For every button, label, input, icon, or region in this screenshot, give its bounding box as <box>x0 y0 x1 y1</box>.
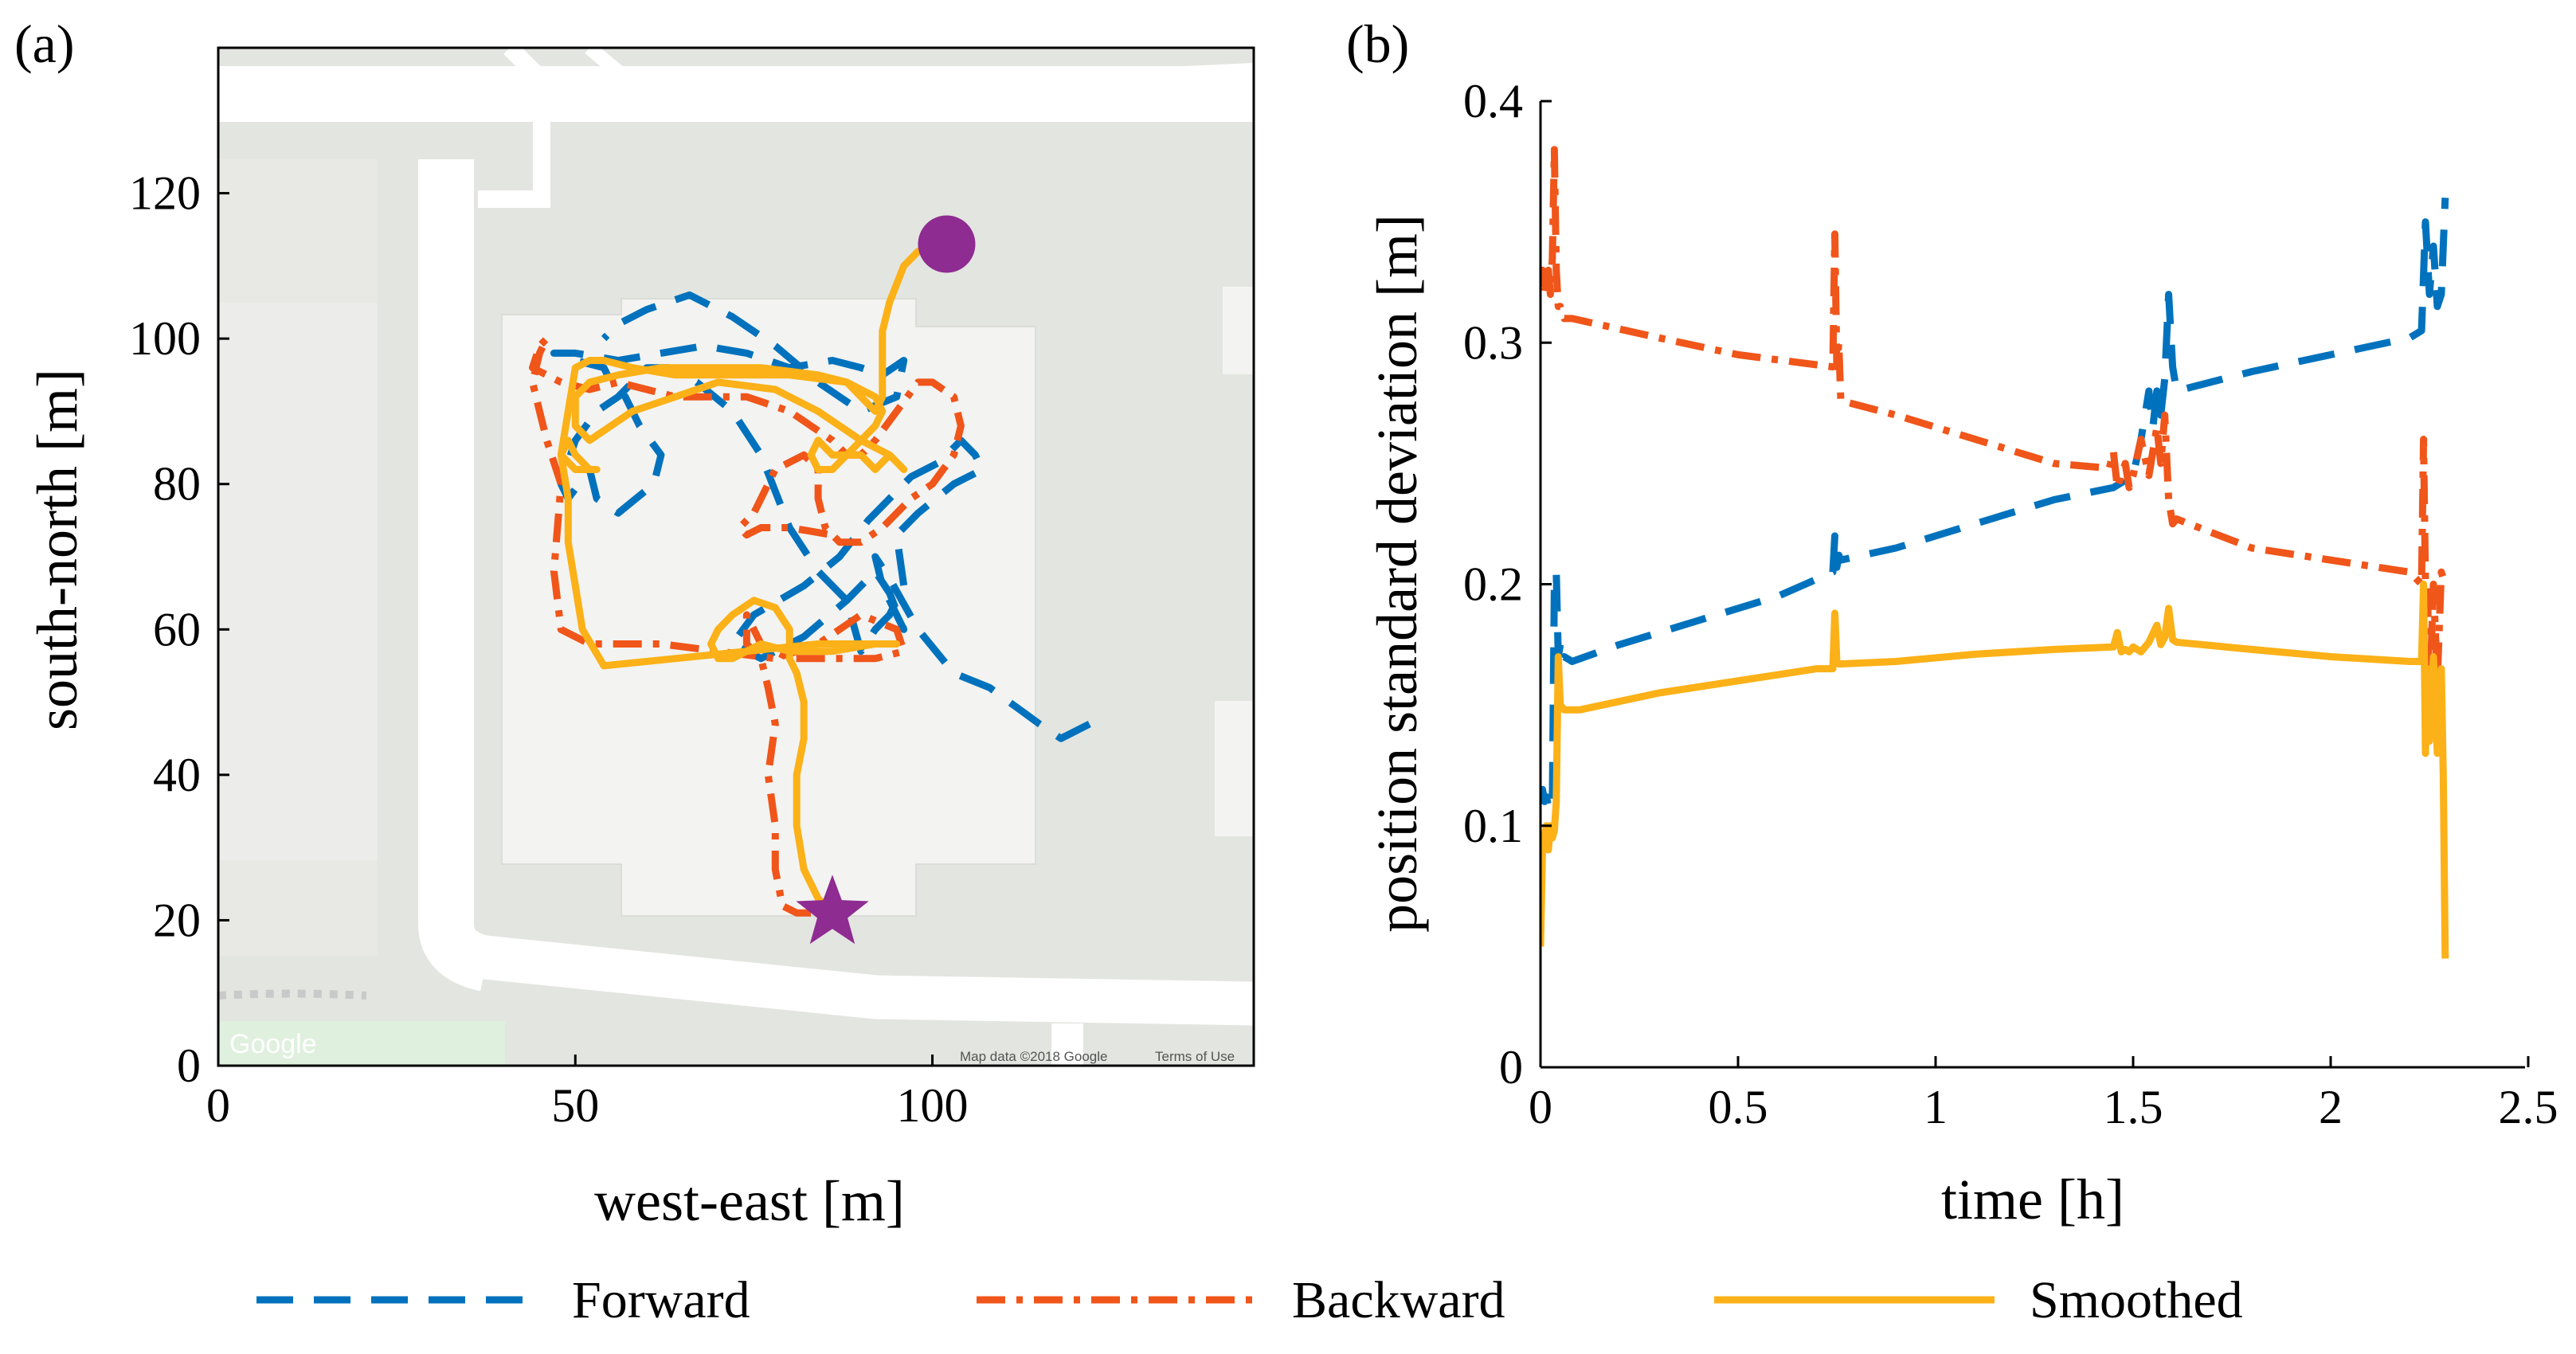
panel-a-label: (a) <box>14 14 74 74</box>
panel-a-ticks: 0 50 100 0 20 40 60 80 100 120 <box>129 167 969 1132</box>
y-tick-label: 80 <box>153 458 201 511</box>
y-tick-label: 40 <box>153 749 201 801</box>
series-forward-line <box>1541 198 2449 810</box>
y-tick-label: 0 <box>1499 1041 1523 1094</box>
y-tick-label: 0.3 <box>1463 316 1523 369</box>
start-star-marker <box>796 875 869 945</box>
legend-label-backward: Backward <box>1292 1271 1505 1329</box>
y-tick-label: 0.4 <box>1463 75 1523 127</box>
series-smoothed-line <box>1541 581 2449 959</box>
google-logo: Google <box>229 1029 317 1059</box>
panel-b-plot <box>1541 146 2449 959</box>
map-terms[interactable]: Terms of Use <box>1155 1049 1235 1064</box>
x-tick-label: 100 <box>897 1079 969 1132</box>
legend: Forward Backward Smoothed <box>256 1271 2243 1329</box>
y-tick-label: 0.2 <box>1463 558 1523 611</box>
x-tick-label: 0.5 <box>1709 1081 1768 1133</box>
panel-b-ylabel: position standard deviation [m] <box>1365 214 1429 933</box>
panel-a-markers <box>796 215 976 945</box>
series-backward-line <box>1541 146 2449 709</box>
y-tick-label: 60 <box>153 603 201 655</box>
y-tick-label: 20 <box>153 894 201 946</box>
y-tick-label: 100 <box>129 312 201 365</box>
x-tick-label: 2.5 <box>2499 1081 2558 1133</box>
panel-b-ticks: 0 0.5 1 1.5 2 2.5 0 0.1 0.2 0.3 0.4 <box>1463 75 2558 1133</box>
map-background <box>218 48 1254 1066</box>
map-credit: Map data ©2018 Google <box>960 1049 1108 1064</box>
x-tick-label: 0 <box>206 1079 230 1132</box>
series-smoothed-line <box>557 241 940 916</box>
y-tick-label: 0 <box>177 1039 201 1092</box>
panel-a-xlabel: west-east [m] <box>594 1169 905 1233</box>
panel-b-xlabel: time [h] <box>1941 1168 2124 1231</box>
y-tick-label: 120 <box>129 167 201 220</box>
legend-label-forward: Forward <box>572 1271 750 1329</box>
legend-label-smoothed: Smoothed <box>2030 1271 2243 1329</box>
x-tick-label: 1 <box>1924 1081 1948 1133</box>
x-tick-label: 0 <box>1529 1081 1552 1133</box>
series-forward-line <box>550 291 1091 742</box>
series-backward-line <box>529 335 965 917</box>
end-circle-marker <box>918 215 976 273</box>
panel-a-ylabel: south-north [m] <box>25 369 89 730</box>
x-tick-label: 2 <box>2319 1081 2343 1133</box>
panel-a-plot <box>529 241 1091 917</box>
x-tick-label: 1.5 <box>2104 1081 2163 1133</box>
y-tick-label: 0.1 <box>1463 800 1523 852</box>
panel-a-frame <box>217 46 1255 1067</box>
x-tick-label: 50 <box>551 1079 599 1132</box>
panel-b-label: (b) <box>1346 14 1409 74</box>
panel-b-frame <box>1539 101 2525 1069</box>
